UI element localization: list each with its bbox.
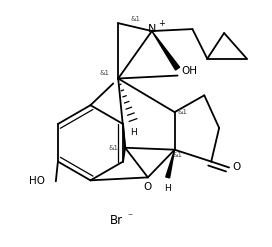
Text: OH: OH	[181, 66, 197, 76]
Polygon shape	[152, 31, 180, 70]
Text: &1: &1	[99, 70, 109, 76]
Text: HO: HO	[29, 176, 45, 186]
Text: O: O	[144, 182, 152, 192]
Text: &1: &1	[130, 16, 140, 22]
Text: Br: Br	[110, 214, 123, 227]
Text: H: H	[130, 128, 136, 137]
Text: &1: &1	[172, 152, 183, 158]
Text: N: N	[148, 24, 156, 34]
Text: O: O	[232, 163, 240, 172]
Text: &1: &1	[178, 109, 188, 115]
Text: ⁻: ⁻	[128, 212, 133, 222]
Text: +: +	[158, 19, 165, 28]
Text: &1: &1	[108, 145, 118, 151]
Polygon shape	[166, 150, 175, 178]
Text: H: H	[164, 184, 171, 193]
